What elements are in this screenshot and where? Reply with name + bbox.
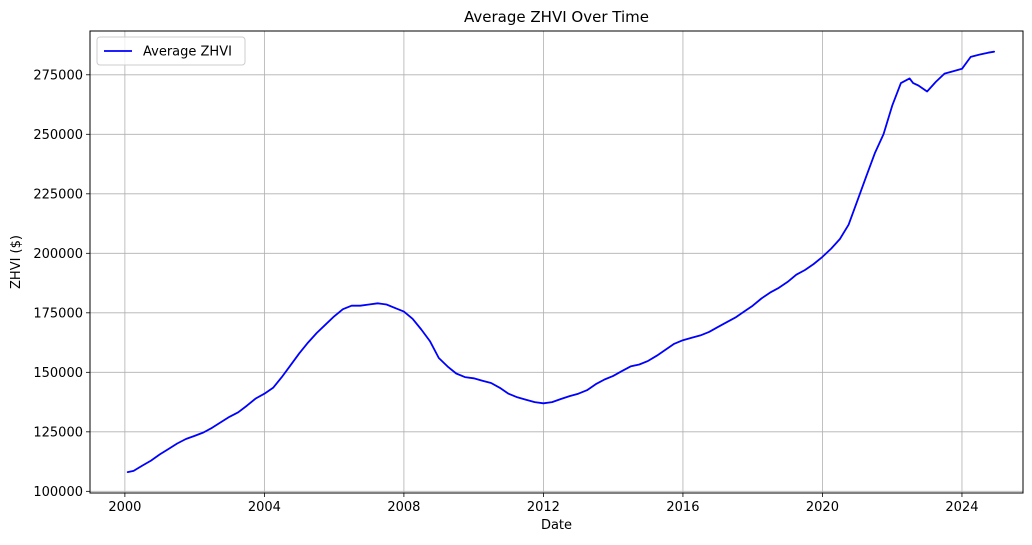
series-layer xyxy=(126,50,995,474)
chart-title: Average ZHVI Over Time xyxy=(464,8,649,26)
x-tick-label: 2004 xyxy=(248,500,281,515)
y-tick-label: 250000 xyxy=(33,128,83,143)
legend-box xyxy=(96,36,246,66)
x-tick-label: 2016 xyxy=(666,500,699,515)
x-tick-label: 2000 xyxy=(108,500,141,515)
x-tick-label: 2008 xyxy=(387,500,420,515)
series-line-average-zhvi xyxy=(126,50,995,474)
x-tick-label: 2012 xyxy=(527,500,560,515)
x-tick-label: 2020 xyxy=(806,500,839,515)
y-tick-label: 100000 xyxy=(33,485,83,500)
legend: Average ZHVI xyxy=(96,36,246,66)
y-axis-label: ZHVI ($) xyxy=(9,235,24,289)
x-axis-label: Date xyxy=(541,518,572,533)
y-tick-label: 150000 xyxy=(33,366,83,381)
legend-label-average-zhvi: Average ZHVI xyxy=(143,45,232,60)
y-axis-ticks: 100000 125000 150000 175000 200000 225000 2500… xyxy=(33,68,90,500)
y-tick-label: 225000 xyxy=(33,187,83,202)
x-axis-ticks: 2000 2004 2008 2012 2016 2020 2024 xyxy=(108,493,979,515)
y-tick-label: 275000 xyxy=(33,68,83,83)
y-tick-label: 125000 xyxy=(33,425,83,440)
y-tick-label: 175000 xyxy=(33,306,83,321)
y-tick-label: 200000 xyxy=(33,247,83,262)
x-tick-label: 2024 xyxy=(945,500,978,515)
grid xyxy=(90,31,1023,493)
plot-frame xyxy=(89,30,1024,494)
